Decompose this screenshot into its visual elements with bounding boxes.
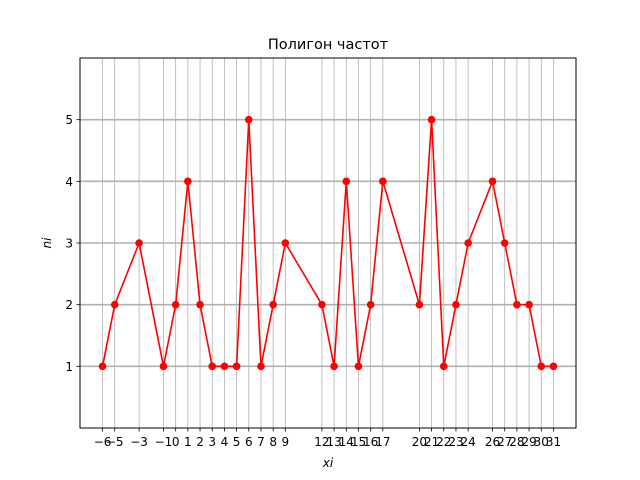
- x-tick-label: 27: [497, 435, 512, 449]
- data-point: [171, 300, 180, 309]
- x-tick-label: 4: [221, 435, 229, 449]
- data-point: [464, 239, 472, 247]
- x-tick-label: −6: [94, 435, 112, 449]
- x-tick-label: 31: [546, 435, 561, 449]
- x-tick-label: 3: [208, 435, 216, 449]
- y-tick-label: 3: [65, 237, 73, 251]
- x-tick-label: 29: [521, 435, 536, 449]
- x-tick-label: 1: [184, 435, 192, 449]
- x-tick-label: 24: [461, 435, 476, 449]
- data-point: [330, 362, 338, 371]
- data-point: [220, 362, 229, 371]
- x-tick-label: 5: [233, 435, 241, 449]
- y-axis-ticks: 1 2 3 4 5: [65, 113, 80, 374]
- x-tick-label: 2: [196, 435, 204, 449]
- x-tick-label: −5: [106, 435, 124, 449]
- data-point: [513, 300, 521, 309]
- data-point: [342, 177, 351, 186]
- x-tick-label: 8: [269, 435, 277, 449]
- data-point: [244, 115, 253, 124]
- data-point: [379, 177, 387, 186]
- x-tick-label: 9: [282, 435, 290, 449]
- data-point: [269, 300, 277, 309]
- x-tick-label: 0: [172, 435, 180, 449]
- data-point: [98, 362, 107, 371]
- data-point: [525, 300, 533, 309]
- data-point: [537, 362, 546, 371]
- x-tick-label: 14: [339, 435, 354, 449]
- data-point: [549, 362, 558, 371]
- data-point: [110, 300, 119, 309]
- x-tick-label: 17: [375, 435, 390, 449]
- x-tick-label: −1: [155, 435, 173, 449]
- x-tick-label: 23: [448, 435, 463, 449]
- data-points: [98, 115, 558, 371]
- x-tick-label: 15: [351, 435, 366, 449]
- data-point: [415, 300, 424, 309]
- y-tick-label: 5: [65, 113, 73, 127]
- data-point: [354, 362, 363, 371]
- data-point: [366, 300, 375, 309]
- data-point: [318, 300, 326, 309]
- data-point: [281, 239, 290, 247]
- x-tick-label: 7: [257, 435, 265, 449]
- data-point: [232, 362, 241, 371]
- x-tick-label: 21: [424, 435, 439, 449]
- data-point: [257, 362, 265, 371]
- x-tick-label: 12: [314, 435, 329, 449]
- x-tick-label: 30: [534, 435, 549, 449]
- y-tick-label: 2: [65, 298, 73, 312]
- x-tick-label: 20: [412, 435, 427, 449]
- x-tick-label: 6: [245, 435, 253, 449]
- data-point: [196, 300, 204, 309]
- data-point: [500, 239, 509, 247]
- data-point: [427, 115, 436, 124]
- data-point: [452, 300, 460, 309]
- x-tick-label: 13: [326, 435, 341, 449]
- data-point: [439, 362, 448, 371]
- data-point: [159, 362, 168, 371]
- y-axis-label: ni: [40, 237, 54, 249]
- data-point: [135, 239, 143, 247]
- x-tick-label: 28: [509, 435, 524, 449]
- data-point: [184, 177, 192, 186]
- x-tick-label: 16: [363, 435, 378, 449]
- x-tick-label: 22: [436, 435, 451, 449]
- y-tick-label: 4: [65, 175, 73, 189]
- data-point: [208, 362, 217, 371]
- y-tick-label: 1: [65, 360, 73, 374]
- x-axis-label: xi: [322, 456, 334, 470]
- x-tick-label: −3: [130, 435, 148, 449]
- x-tick-label: 26: [485, 435, 500, 449]
- chart-title: Полигон частот: [268, 37, 389, 53]
- data-point: [488, 177, 497, 186]
